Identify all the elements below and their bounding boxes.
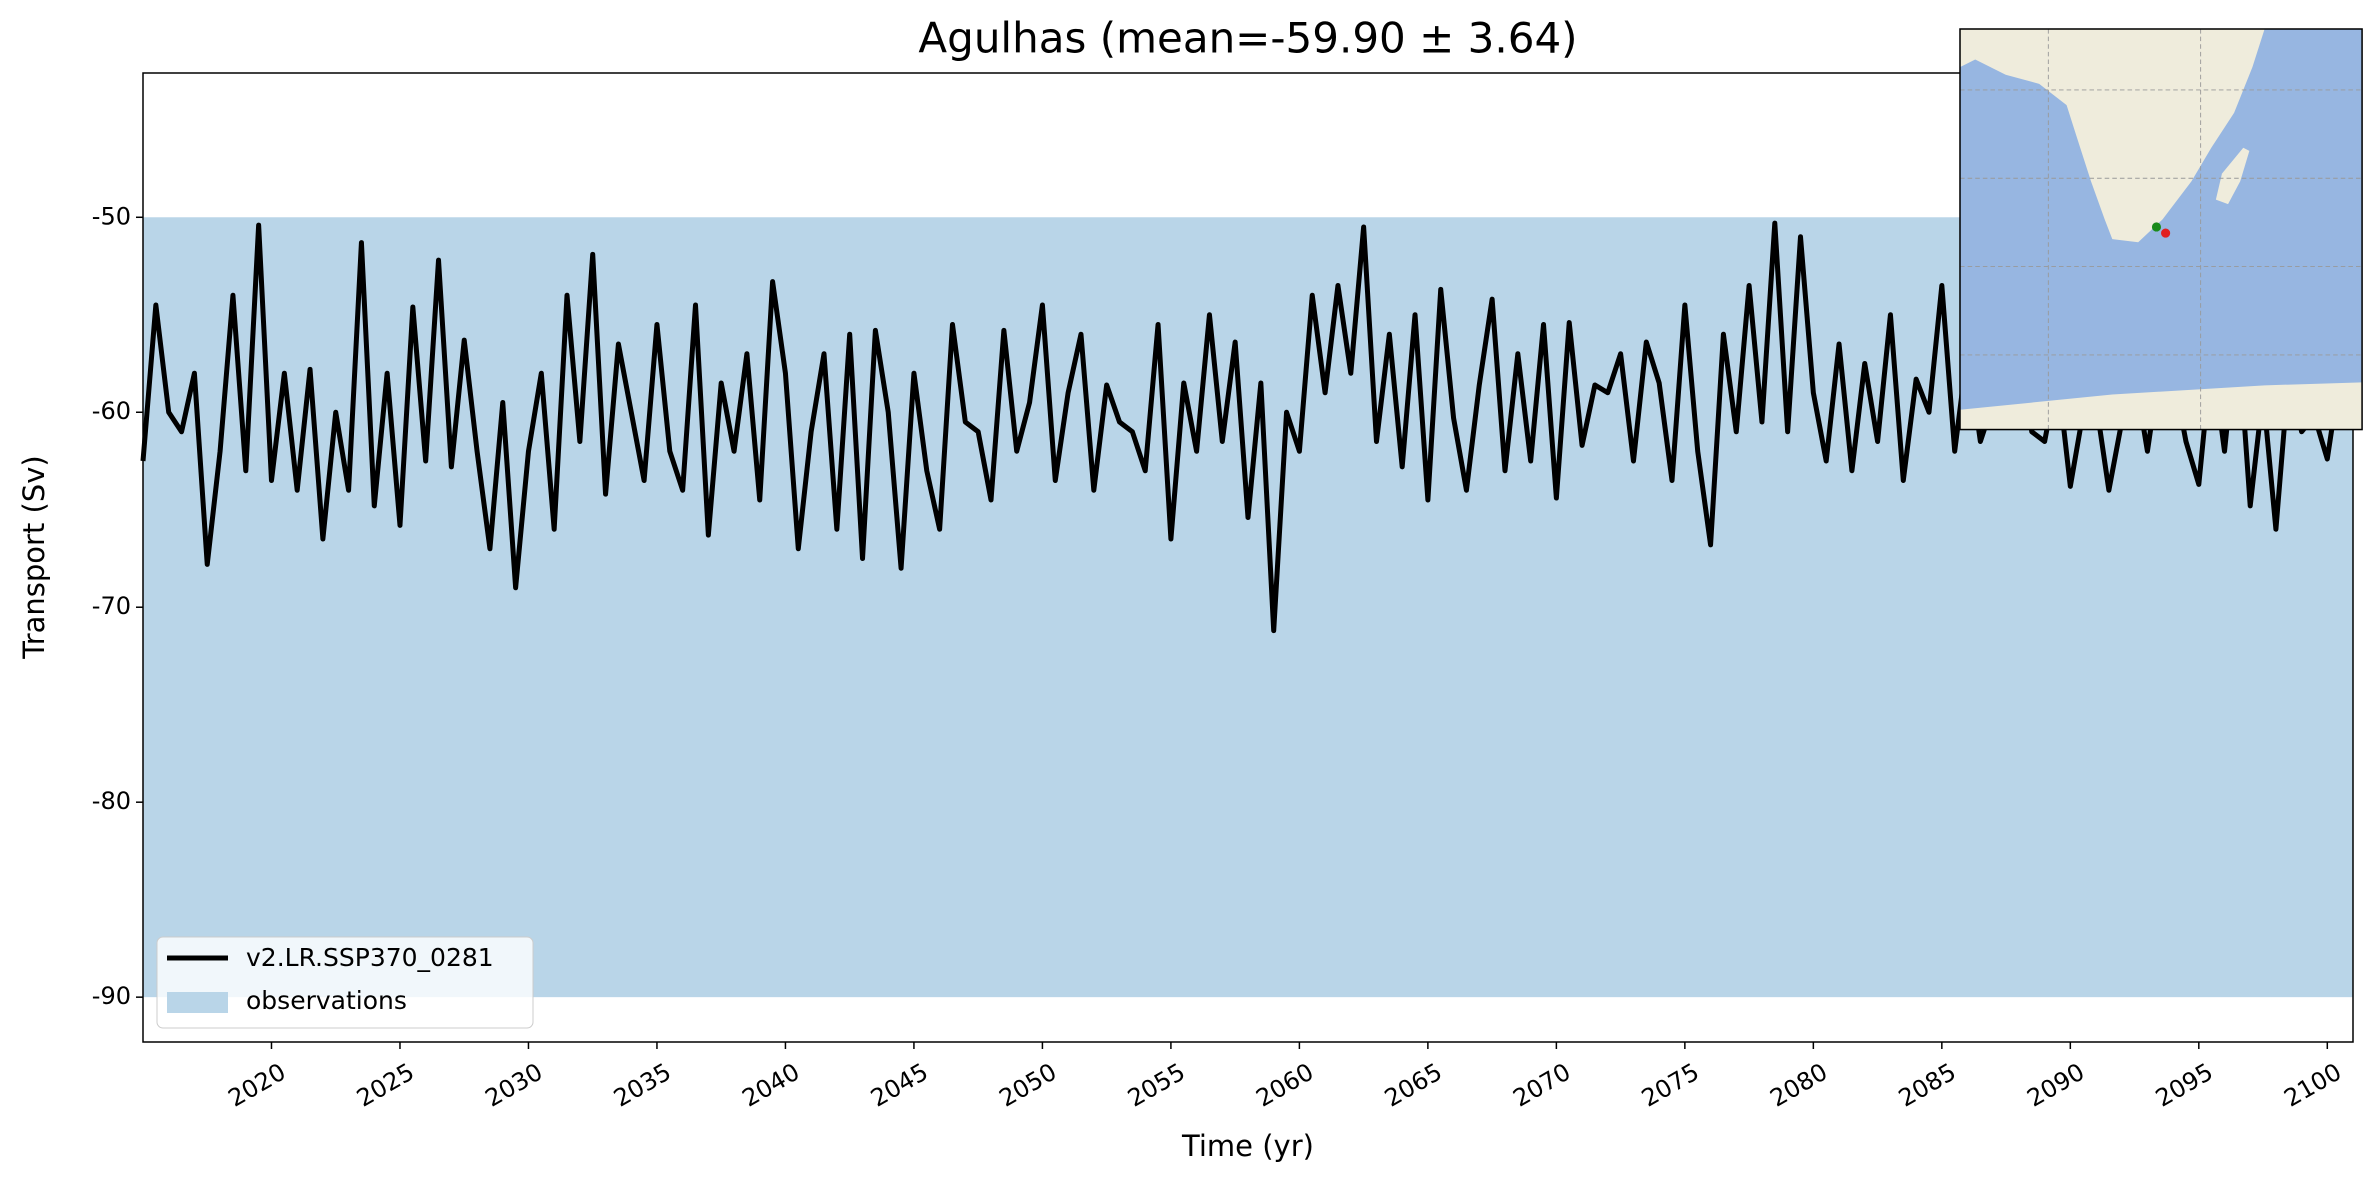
y-tick-label: -60 (92, 397, 131, 425)
section-start-point (2151, 222, 2162, 232)
x-tick-label: 2060 (1251, 1058, 1318, 1113)
map-graticule (1960, 29, 2363, 430)
x-tick-label: 2080 (1765, 1058, 1832, 1113)
x-tick-label: 2090 (2022, 1058, 2089, 1113)
axes-frame (142, 72, 2354, 1043)
section-end-point (2161, 228, 2171, 238)
x-tick-label: 2020 (224, 1058, 291, 1113)
x-tick-label: 2045 (866, 1058, 933, 1113)
y-tick-label: -90 (92, 982, 131, 1010)
x-axis-label: Time (yr) (1181, 1129, 1314, 1163)
land-madagascar (2215, 147, 2250, 205)
legend: v2.LR.SSP370_0281 observations (156, 936, 534, 1029)
x-tick-label: 2100 (2279, 1058, 2346, 1113)
y-axis-label: Transport (Sv) (17, 455, 51, 660)
x-tick-label: 2075 (1637, 1058, 1704, 1113)
x-tick-label: 2065 (1380, 1058, 1447, 1113)
legend-box (156, 936, 534, 1029)
x-tick-label: 2040 (737, 1058, 804, 1113)
legend-band-swatch (167, 992, 228, 1013)
y-tick-label: -50 (92, 202, 131, 230)
land-africa (1960, 29, 2265, 243)
inset-frame (1959, 28, 2363, 431)
x-tick-label: 2035 (609, 1058, 676, 1113)
y-tick-label: -70 (92, 592, 131, 620)
x-tick-label: 2050 (994, 1058, 1061, 1113)
x-tick-label: 2095 (2151, 1058, 2218, 1113)
legend-label: observations (246, 986, 407, 1015)
x-tick-label: 2055 (1123, 1058, 1190, 1113)
x-tick-label: 2030 (481, 1058, 548, 1113)
x-tick-label: 2070 (1508, 1058, 1575, 1113)
y-tick-label: -80 (92, 787, 131, 815)
legend-label: v2.LR.SSP370_0281 (246, 943, 494, 972)
inset-map (1959, 28, 2363, 431)
chart-title: Agulhas (mean=-59.90 ± 3.64) (918, 14, 1577, 63)
x-tick-label: 2025 (352, 1058, 419, 1113)
land-antarctica (1960, 382, 2363, 430)
x-tick-label: 2085 (1894, 1058, 1961, 1113)
